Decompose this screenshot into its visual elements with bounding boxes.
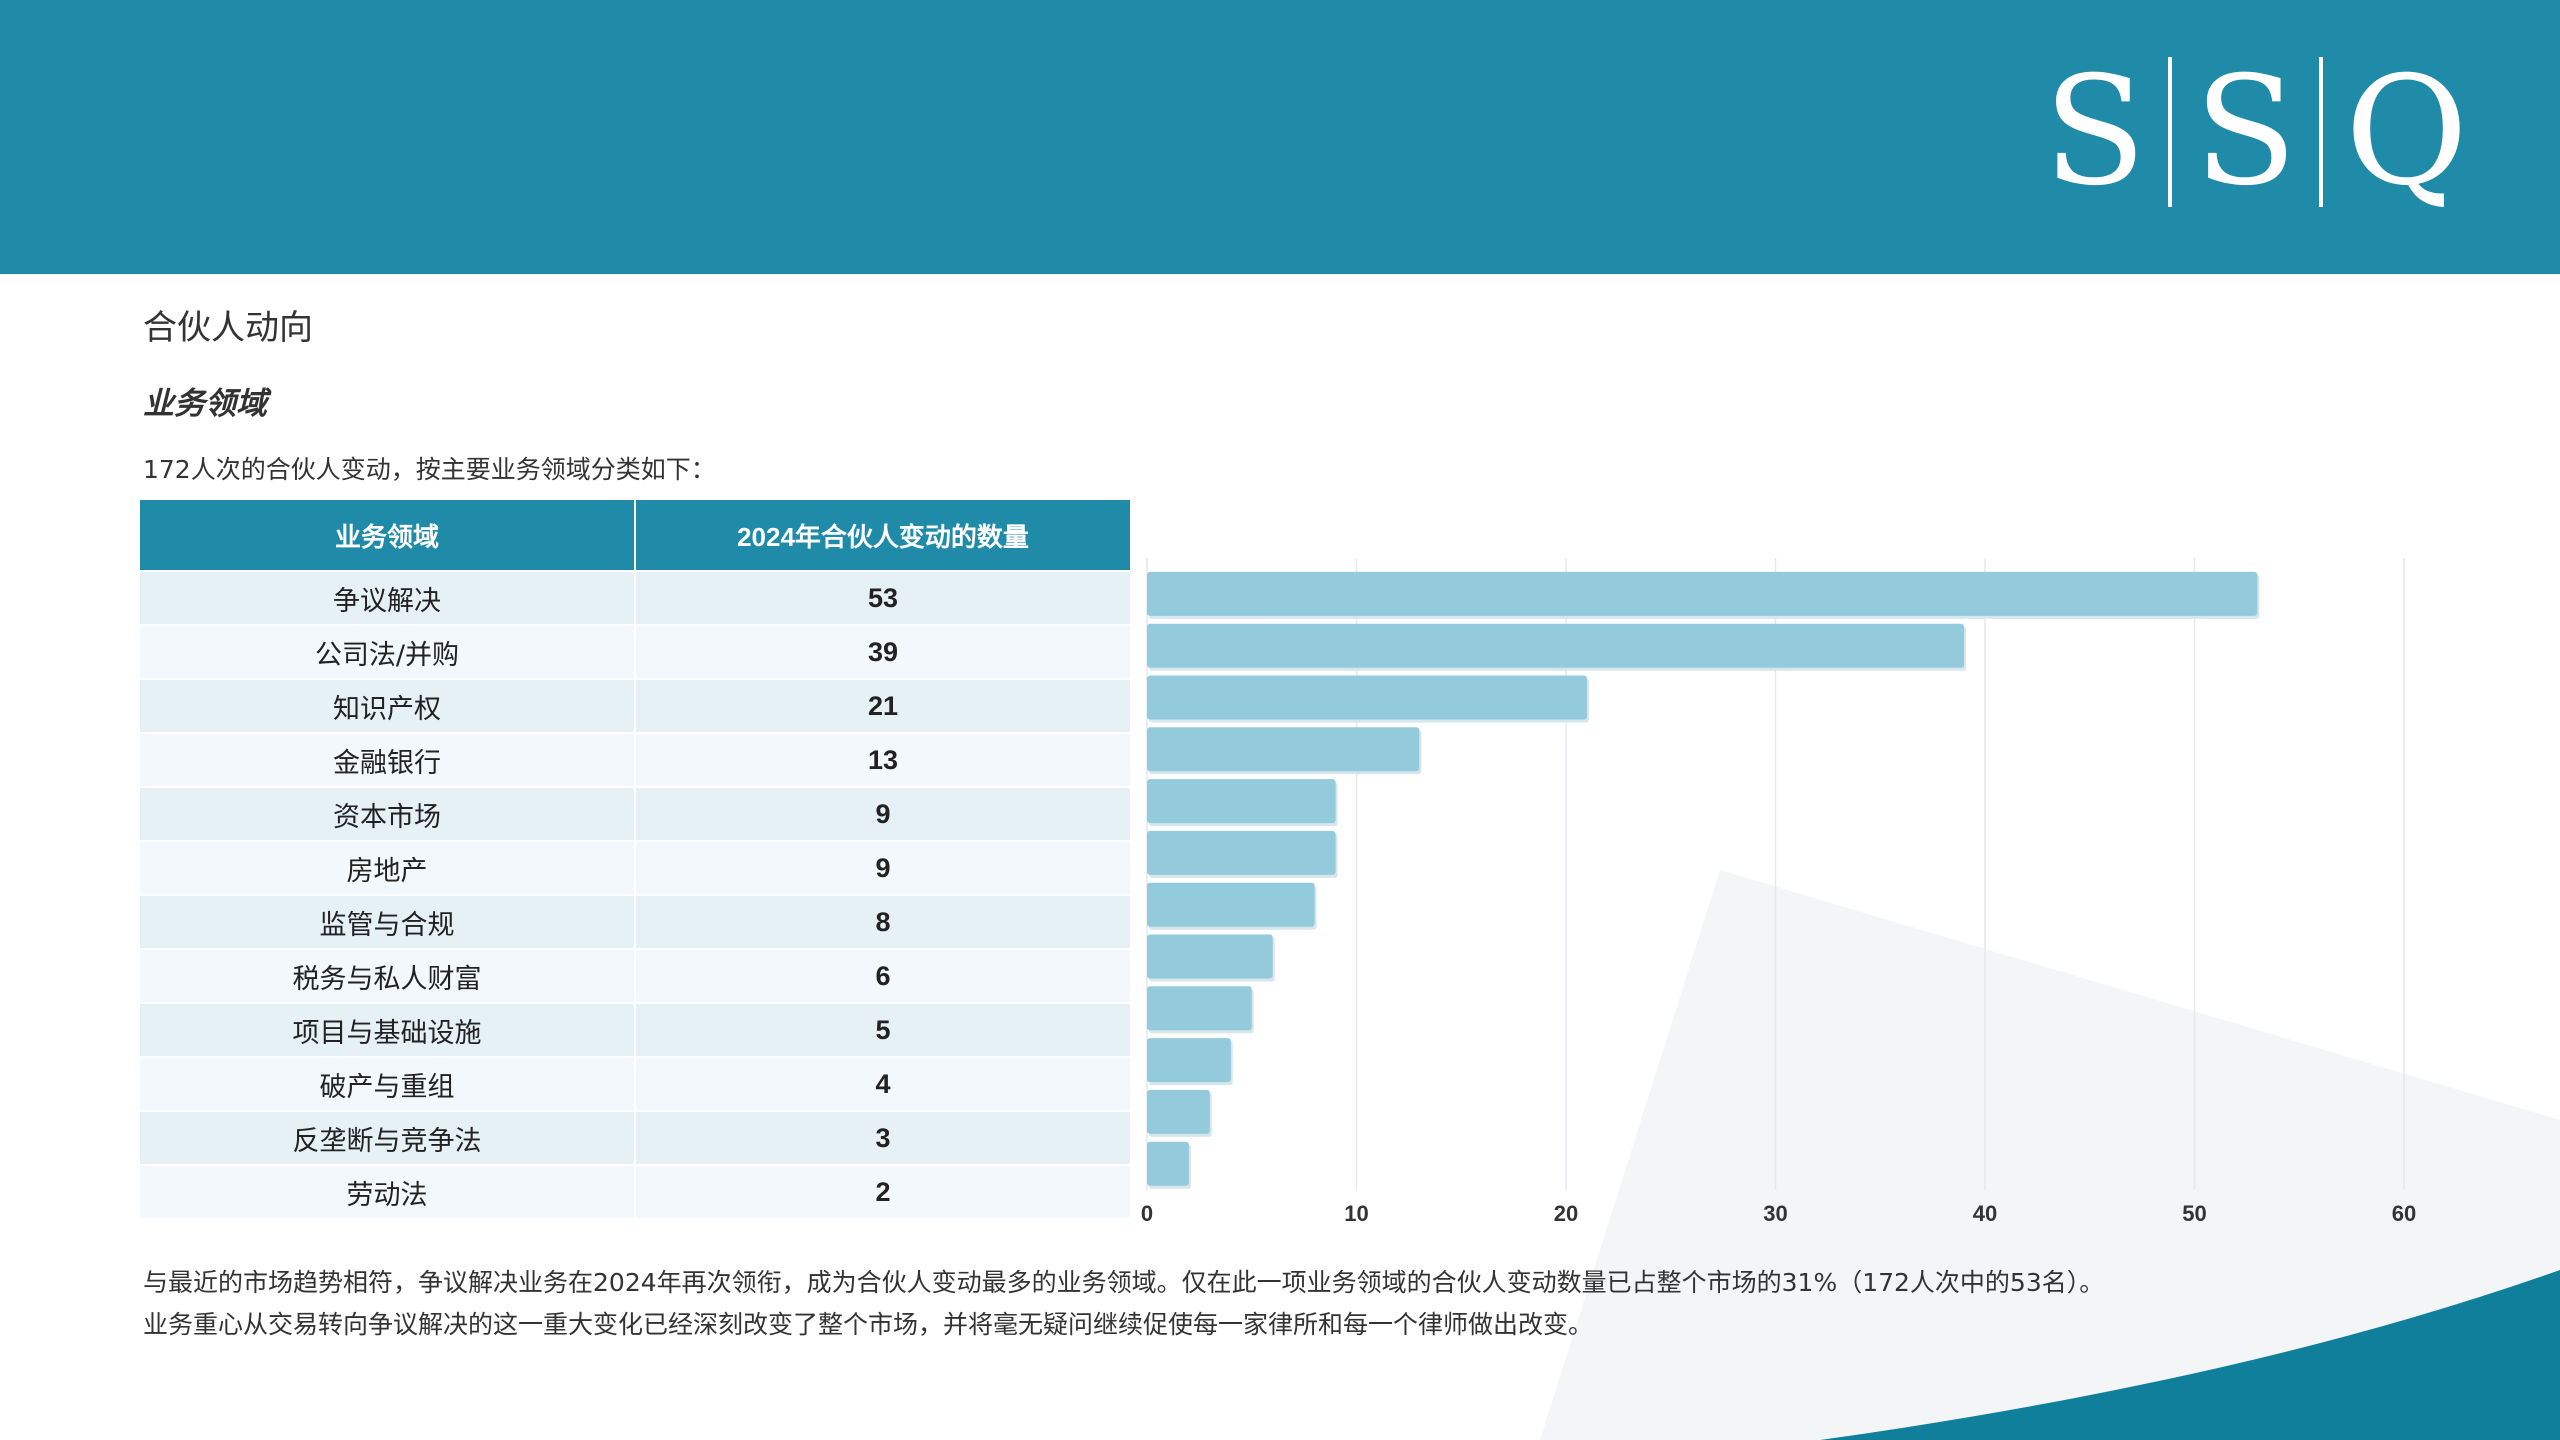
practice-area-cell: 金融银行 [140, 732, 636, 787]
count-cell: 3 [635, 1110, 1130, 1165]
table-row: 税务与私人财富 6 [140, 948, 1130, 1003]
footer-line: 业务重心从交易转向争议解决的这一重大变化已经深刻改变了整个市场，并将毫无疑问继续… [143, 1310, 1594, 1339]
practice-area-cell: 破产与重组 [140, 1056, 636, 1111]
logo-letter: S [2043, 45, 2147, 219]
count-cell: 21 [635, 678, 1130, 733]
bar [1147, 934, 1273, 979]
table-row: 公司法/并购 39 [140, 624, 1130, 679]
count-cell: 2 [635, 1164, 1130, 1218]
column-header-practice-area: 业务领域 [140, 500, 636, 571]
table-row: 劳动法 2 [140, 1164, 1130, 1218]
table-row: 反垄断与竞争法 3 [140, 1110, 1130, 1165]
ssq-logo: S S Q [2043, 52, 2468, 212]
table-row: 房地产 9 [140, 840, 1130, 895]
table-row: 金融银行 13 [140, 732, 1130, 787]
bar [1147, 571, 2258, 616]
footer-line: 与最近的市场趋势相符，争议解决业务在2024年再次领衔，成为合伙人变动最多的业务… [143, 1268, 2105, 1297]
practice-area-cell: 知识产权 [140, 678, 636, 733]
x-tick-label: 0 [1141, 1201, 1153, 1226]
logo-divider [2319, 57, 2324, 207]
table-row: 破产与重组 4 [140, 1056, 1130, 1111]
bar [1147, 727, 1420, 772]
practice-area-cell: 反垄断与竞争法 [140, 1110, 636, 1165]
bar [1147, 675, 1587, 720]
bar [1147, 1038, 1231, 1083]
x-tick-label: 20 [1554, 1201, 1578, 1226]
table-body: 争议解决 53 公司法/并购 39 知识产权 21 金融银行 13 资本市场 9 房地产 9 监管与合规… [140, 570, 1130, 1218]
practice-area-cell: 公司法/并购 [140, 624, 636, 679]
bar [1147, 986, 1252, 1031]
count-cell: 13 [635, 732, 1130, 787]
footer-commentary: 与最近的市场趋势相符，争议解决业务在2024年再次领衔，成为合伙人变动最多的业务… [143, 1262, 2423, 1346]
bar [1147, 830, 1336, 875]
table-row: 项目与基础设施 5 [140, 1002, 1130, 1057]
count-cell: 4 [635, 1056, 1130, 1111]
count-cell: 53 [635, 570, 1130, 625]
column-header-count: 2024年合伙人变动的数量 [635, 500, 1130, 571]
count-cell: 8 [635, 894, 1130, 949]
practice-area-cell: 资本市场 [140, 786, 636, 841]
table-row: 知识产权 21 [140, 678, 1130, 733]
practice-area-cell: 税务与私人财富 [140, 948, 636, 1003]
table-row: 争议解决 53 [140, 570, 1130, 625]
practice-area-cell: 争议解决 [140, 570, 636, 625]
logo-divider [2168, 57, 2173, 207]
practice-area-cell: 房地产 [140, 840, 636, 895]
table-row: 资本市场 9 [140, 786, 1130, 841]
x-tick-label: 60 [2392, 1201, 2416, 1226]
practice-area-cell: 劳动法 [140, 1164, 636, 1218]
bar [1147, 882, 1315, 927]
x-tick-label: 30 [1763, 1201, 1787, 1226]
count-cell: 39 [635, 624, 1130, 679]
count-cell: 5 [635, 1002, 1130, 1057]
bar [1147, 1089, 1210, 1134]
x-tick-label: 50 [2182, 1201, 2206, 1226]
count-cell: 9 [635, 786, 1130, 841]
bar [1147, 779, 1336, 824]
practice-area-cell: 项目与基础设施 [140, 1002, 636, 1057]
intro-text: 172人次的合伙人变动，按主要业务领域分类如下： [143, 455, 716, 484]
page-title: 合伙人动向 [143, 308, 313, 348]
x-tick-label: 10 [1344, 1201, 1368, 1226]
header-banner: S S Q [0, 0, 2560, 274]
x-tick-label: 40 [1973, 1201, 1997, 1226]
section-subtitle: 业务领域 [143, 386, 267, 422]
practice-area-table: 业务领域 2024年合伙人变动的数量 争议解决 53 公司法/并购 39 知识产权 21 金… [140, 500, 1130, 1218]
logo-letter: Q [2345, 45, 2468, 219]
bar [1147, 1141, 1189, 1186]
bar [1147, 623, 1965, 668]
count-cell: 9 [635, 840, 1130, 895]
count-cell: 6 [635, 948, 1130, 1003]
logo-letter: S [2194, 45, 2298, 219]
table-header-row: 业务领域 2024年合伙人变动的数量 [140, 500, 1130, 571]
practice-area-cell: 监管与合规 [140, 894, 636, 949]
table-row: 监管与合规 8 [140, 894, 1130, 949]
